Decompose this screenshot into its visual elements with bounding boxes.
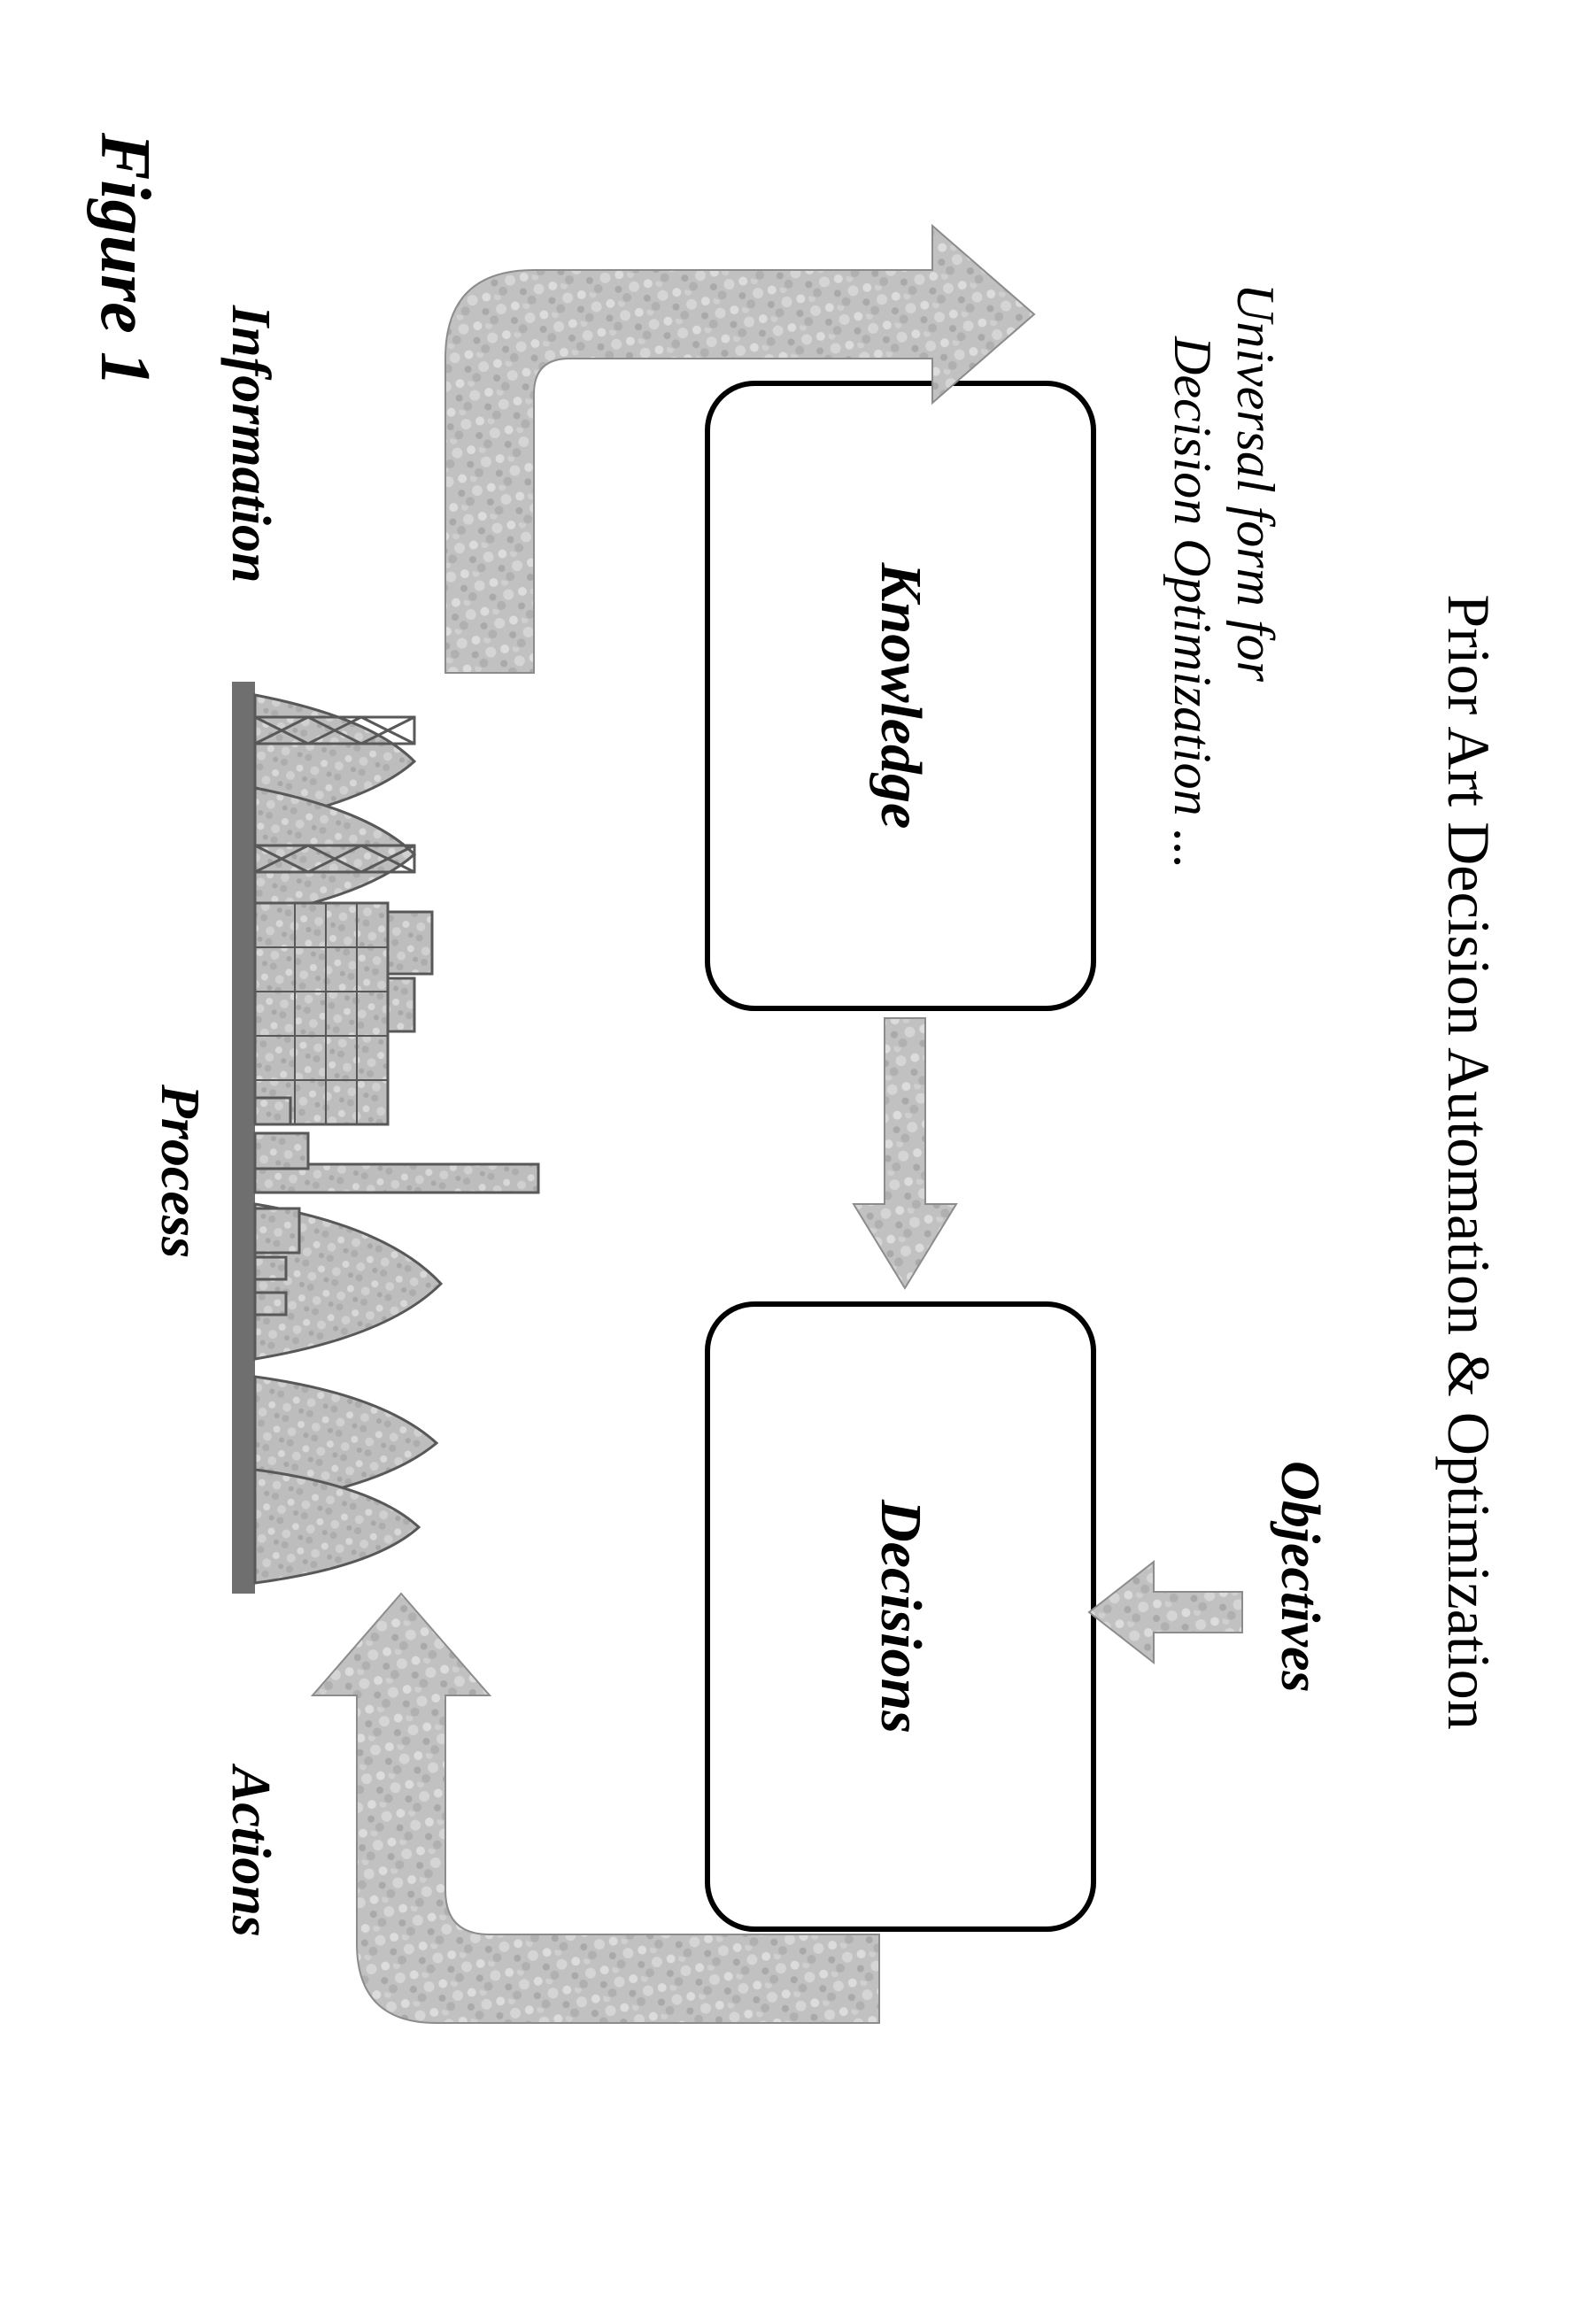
connectors-svg (0, 0, 1592, 2324)
diagram-canvas: Prior Art Decision Automation & Optimiza… (0, 0, 1592, 2324)
objectives-arrow (1089, 1562, 1242, 1663)
actions-arrow (313, 1594, 879, 2023)
knowledge-to-decisions-arrow (854, 1018, 956, 1288)
information-arrow (445, 226, 1034, 673)
process-plant-icon (232, 682, 538, 1594)
